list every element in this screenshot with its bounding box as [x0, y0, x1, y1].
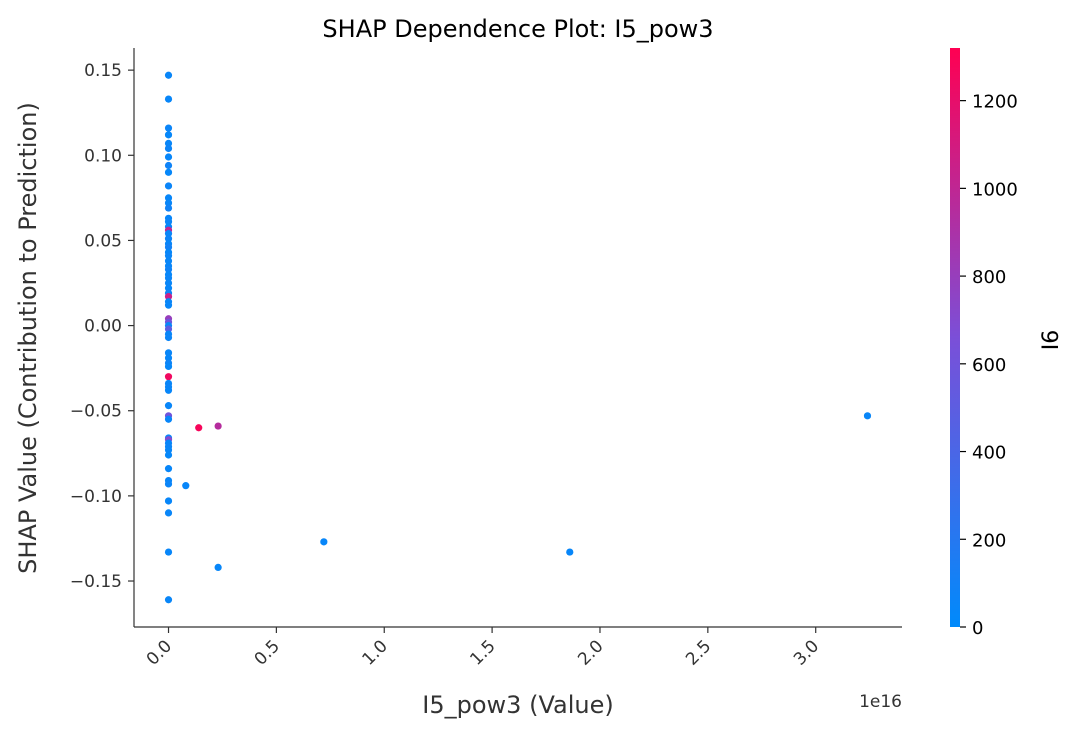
scatter-point	[164, 124, 173, 132]
scatter-point	[164, 218, 173, 226]
scatter-point	[320, 538, 328, 546]
y-tick-label: −0.10	[70, 487, 122, 507]
scatter-point	[214, 563, 222, 571]
colorbar-label: I6	[1039, 330, 1064, 351]
x-tick-label: 2.5	[682, 636, 715, 669]
colorbar-tick-label: 400	[972, 443, 1006, 464]
colorbar-tick-label: 200	[972, 530, 1006, 551]
x-tick-label: 3.0	[790, 636, 823, 669]
scatter-point	[164, 265, 173, 273]
scatter-point	[164, 293, 173, 301]
scatter-point	[164, 235, 173, 243]
y-tick-label: 0.05	[84, 231, 122, 251]
scatter-point	[164, 325, 173, 333]
x-axis-label: I5_pow3 (Value)	[422, 691, 613, 719]
scatter-point	[164, 548, 173, 556]
chart-title: SHAP Dependence Plot: I5_pow3	[322, 15, 713, 43]
scatter-point	[195, 424, 203, 432]
scatter-points	[164, 71, 872, 604]
scatter-point	[164, 71, 173, 79]
scatter-point	[164, 349, 173, 357]
scatter-point	[164, 168, 173, 176]
colorbar-ticks: 0 200 400 600 800 1000 1200	[960, 92, 1018, 639]
scatter-point	[164, 386, 173, 394]
y-tick-label: 0.00	[84, 317, 122, 337]
scatter-point	[164, 362, 173, 371]
scatter-point	[164, 373, 173, 381]
scatter-point	[164, 274, 173, 282]
y-tick-label: 0.15	[84, 61, 122, 81]
colorbar	[950, 48, 960, 627]
colorbar-tick-label: 800	[972, 267, 1006, 288]
x-tick-label: 1.0	[359, 636, 392, 669]
x-offset-label: 1e16	[859, 692, 902, 712]
scatter-point	[164, 252, 173, 260]
scatter-point	[164, 354, 173, 362]
scatter-point	[164, 402, 173, 410]
scatter-point	[214, 422, 222, 430]
scatter-point	[164, 509, 173, 517]
y-ticks: −0.15 −0.10 −0.05 0.00 0.05 0.10 0.15	[70, 61, 134, 592]
scatter-point	[164, 279, 173, 287]
scatter-point	[164, 333, 173, 342]
scatter-point	[164, 257, 173, 265]
scatter-point	[566, 548, 574, 556]
x-tick-label: 0.0	[143, 636, 176, 669]
scatter-point	[164, 182, 173, 190]
colorbar-tick-label: 600	[972, 355, 1006, 376]
scatter-point	[863, 412, 872, 420]
x-tick-label: 0.5	[251, 636, 284, 669]
scatter-point	[164, 465, 173, 473]
y-tick-label: 0.10	[84, 146, 122, 166]
scatter-point	[164, 415, 173, 423]
scatter-point	[164, 446, 173, 454]
colorbar-tick-label: 0	[972, 618, 983, 639]
scatter-point	[182, 482, 190, 490]
scatter-point	[164, 95, 173, 103]
scatter-point	[164, 596, 173, 604]
x-tick-label: 1.5	[466, 636, 499, 669]
scatter-point	[164, 243, 173, 251]
x-tick-label: 2.0	[574, 636, 607, 669]
scatter-point	[164, 131, 173, 139]
scatter-point	[164, 161, 173, 170]
x-ticks: 0.0 0.5 1.0 1.5 2.0 2.5 3.0	[143, 627, 823, 670]
scatter-point	[164, 199, 173, 207]
colorbar-tick-label: 1200	[972, 92, 1018, 113]
scatter-point	[164, 204, 173, 212]
scatter-point	[164, 480, 173, 488]
scatter-point	[164, 451, 173, 459]
scatter-point	[164, 497, 173, 505]
scatter-point	[164, 144, 173, 153]
y-axis-label: SHAP Value (Contribution to Prediction)	[14, 102, 42, 574]
y-tick-label: −0.05	[70, 402, 122, 422]
scatter-point	[164, 153, 173, 161]
scatter-point	[164, 194, 173, 202]
y-tick-label: −0.15	[70, 572, 122, 592]
scatter-point	[164, 284, 173, 292]
scatter-point	[164, 139, 173, 147]
colorbar-tick-label: 1000	[972, 179, 1018, 200]
scatter-point	[164, 301, 173, 309]
scatter-point	[164, 230, 173, 238]
